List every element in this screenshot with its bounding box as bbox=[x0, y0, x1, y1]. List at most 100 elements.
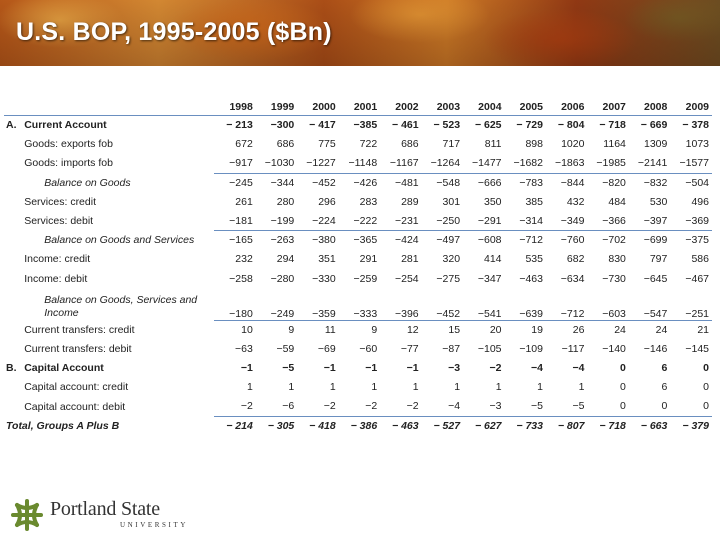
year-header: 1998 bbox=[214, 101, 256, 116]
table-cell: − 718 bbox=[599, 119, 626, 132]
table-cell: −730 bbox=[602, 272, 626, 285]
row-label: Goods: exports fob bbox=[24, 138, 113, 151]
table-cell: − 523 bbox=[433, 119, 461, 132]
table-cell: 484 bbox=[608, 195, 626, 208]
table-row: Goods: exports fob 672 686 775 722 686 717 811 8… bbox=[4, 135, 712, 154]
year-header: 2009 bbox=[670, 101, 712, 116]
row-label: Capital account: debit bbox=[24, 400, 126, 413]
table-cell: − 463 bbox=[392, 419, 419, 432]
table-cell: −140 bbox=[602, 342, 626, 355]
table-cell: 19 bbox=[504, 319, 546, 340]
table-cell: − 417 bbox=[309, 119, 336, 132]
table-cell: 301 bbox=[442, 195, 461, 208]
row-label: Capital Account bbox=[24, 362, 104, 375]
table-cell: 280 bbox=[276, 195, 295, 208]
table-cell: −4 bbox=[421, 396, 464, 417]
table-cell: −481 bbox=[380, 172, 422, 193]
table-cell: −251 bbox=[685, 307, 709, 320]
table-cell: 320 bbox=[442, 253, 461, 266]
year-header: 2003 bbox=[421, 101, 464, 116]
table-cell: −463 bbox=[519, 272, 543, 285]
table-cell: −63 bbox=[235, 342, 253, 355]
row-section-marker: Total, Groups A Plus B bbox=[6, 419, 120, 432]
table-cell: −397 bbox=[643, 214, 668, 227]
table-cell: −231 bbox=[394, 214, 419, 227]
table-cell: −291 bbox=[477, 214, 502, 227]
row-label: Current Account bbox=[24, 119, 107, 132]
table-cell: −783 bbox=[504, 172, 546, 193]
table-cell: −1227 bbox=[306, 157, 336, 170]
table-cell: − 804 bbox=[557, 119, 585, 132]
table-cell: 24 bbox=[587, 319, 629, 340]
row-section-marker: A. bbox=[6, 119, 17, 132]
table-cell: −504 bbox=[670, 172, 712, 193]
table-cell: −365 bbox=[338, 230, 381, 250]
table-cell: −1167 bbox=[389, 157, 419, 170]
table-cell: 898 bbox=[525, 138, 543, 151]
table-row: Services: credit 261 280 296 283 289 301 350 385… bbox=[4, 192, 712, 211]
table-cell: 686 bbox=[276, 138, 295, 151]
row-label: Income: debit bbox=[24, 272, 88, 285]
table-cell: 811 bbox=[484, 138, 502, 151]
table-cell: −1030 bbox=[264, 157, 295, 170]
table-cell: −60 bbox=[359, 342, 378, 355]
table-row: Current transfers: credit 10 9 11 9 12 15 20 19 2… bbox=[4, 319, 712, 340]
table-cell: −712 bbox=[560, 307, 585, 320]
table-cell: 15 bbox=[421, 319, 464, 340]
table-cell: −497 bbox=[421, 230, 464, 250]
table-cell: − 729 bbox=[516, 119, 543, 132]
table-cell: −347 bbox=[477, 272, 502, 285]
table-cell: −4 bbox=[531, 362, 543, 375]
table-cell: − 378 bbox=[682, 119, 709, 132]
table-cell: − 625 bbox=[474, 119, 502, 132]
table-cell: −699 bbox=[628, 230, 671, 250]
table-cell: −1264 bbox=[430, 157, 461, 170]
table-cell: −330 bbox=[312, 272, 336, 285]
table-cell: 12 bbox=[380, 319, 422, 340]
table-cell: 0 bbox=[703, 381, 709, 394]
table-cell: −467 bbox=[685, 272, 709, 285]
row-section-marker bbox=[4, 339, 24, 358]
table-cell: 281 bbox=[401, 253, 419, 266]
table-cell: −314 bbox=[519, 214, 543, 227]
table-cell: −917 bbox=[229, 157, 253, 170]
autumn-leaves-banner bbox=[0, 0, 720, 66]
table-cell: −645 bbox=[643, 272, 668, 285]
table-cell: −2141 bbox=[637, 157, 668, 170]
table-row: Balance on Goods −245 −344 −452 −426 −481 −548… bbox=[4, 172, 712, 193]
table-cell: −117 bbox=[561, 342, 585, 355]
table-cell: −69 bbox=[317, 342, 336, 355]
table-row: Income: credit 232 294 351 291 281 320 414 535 68… bbox=[4, 250, 712, 269]
table-cell: − 663 bbox=[640, 419, 668, 432]
table-cell: 24 bbox=[628, 319, 671, 340]
row-label: Balance on Goods, Services and Income bbox=[44, 294, 198, 320]
table-cell: −263 bbox=[255, 230, 298, 250]
row-label: Income: credit bbox=[24, 253, 91, 266]
header-spacer bbox=[4, 101, 25, 116]
table-cell: − 305 bbox=[267, 419, 295, 432]
table-cell: 0 bbox=[628, 396, 671, 417]
table-cell: −1477 bbox=[472, 157, 502, 170]
table-cell: −333 bbox=[353, 307, 378, 320]
table-cell: −1577 bbox=[679, 157, 710, 170]
table-cell: 1 bbox=[412, 381, 419, 394]
table-cell: −832 bbox=[628, 172, 671, 193]
table-cell: −541 bbox=[477, 307, 502, 320]
table-cell: 1 bbox=[537, 381, 543, 394]
table-cell: −3 bbox=[463, 396, 505, 417]
table-cell: 10 bbox=[214, 319, 256, 340]
header-spacer bbox=[24, 101, 215, 116]
table-cell: − 527 bbox=[433, 419, 461, 432]
table-cell: −603 bbox=[602, 307, 626, 320]
table-cell: −254 bbox=[394, 272, 419, 285]
table-cell: − 418 bbox=[309, 419, 336, 432]
year-header: 2008 bbox=[628, 101, 671, 116]
table-cell: 1 bbox=[329, 381, 336, 394]
row-section-marker bbox=[4, 135, 24, 154]
table-cell: −344 bbox=[255, 172, 298, 193]
table-cell: −245 bbox=[214, 172, 256, 193]
table-cell: −424 bbox=[380, 230, 422, 250]
table-cell: −6 bbox=[255, 396, 298, 417]
table-cell: −1 bbox=[323, 362, 336, 375]
table-cell: −1 bbox=[240, 362, 253, 375]
